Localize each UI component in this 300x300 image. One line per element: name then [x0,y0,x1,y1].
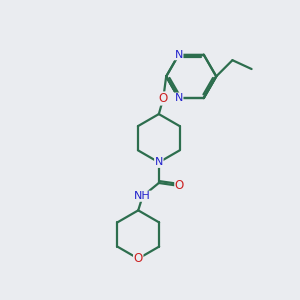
Text: NH: NH [134,191,151,201]
Text: O: O [175,179,184,192]
Text: O: O [159,92,168,105]
Text: O: O [134,252,143,265]
Text: N: N [175,50,183,60]
Text: N: N [154,158,163,167]
Text: N: N [175,93,183,103]
